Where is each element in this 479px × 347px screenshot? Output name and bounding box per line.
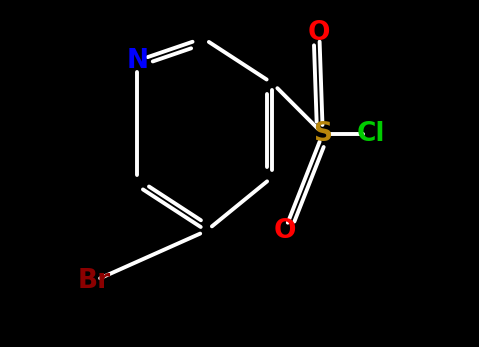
Text: N: N	[126, 48, 148, 74]
Text: Cl: Cl	[357, 121, 386, 146]
Text: S: S	[313, 121, 332, 146]
Text: O: O	[308, 20, 331, 46]
Text: Br: Br	[77, 268, 110, 294]
Text: O: O	[274, 218, 296, 244]
